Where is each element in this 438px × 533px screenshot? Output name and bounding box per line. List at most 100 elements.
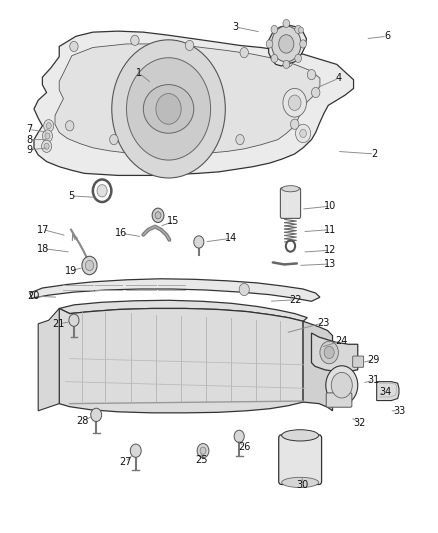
- Text: 11: 11: [324, 224, 336, 235]
- Circle shape: [156, 94, 181, 124]
- Circle shape: [295, 54, 301, 62]
- Text: 16: 16: [115, 228, 127, 238]
- Polygon shape: [268, 25, 307, 66]
- Text: 10: 10: [324, 201, 336, 211]
- Circle shape: [44, 119, 54, 132]
- Text: 13: 13: [324, 259, 336, 269]
- Polygon shape: [59, 300, 307, 321]
- Circle shape: [284, 56, 293, 67]
- Ellipse shape: [282, 478, 319, 488]
- Text: 3: 3: [233, 22, 239, 32]
- Polygon shape: [311, 333, 358, 372]
- Circle shape: [324, 346, 334, 359]
- FancyBboxPatch shape: [280, 188, 300, 219]
- Text: 14: 14: [225, 233, 237, 244]
- Circle shape: [271, 26, 278, 34]
- Text: 2: 2: [371, 149, 378, 159]
- Circle shape: [300, 40, 307, 48]
- Polygon shape: [34, 31, 353, 175]
- Text: 6: 6: [384, 31, 390, 41]
- Text: 22: 22: [289, 295, 302, 305]
- Circle shape: [155, 212, 161, 219]
- Text: 20: 20: [27, 291, 39, 301]
- Polygon shape: [30, 279, 320, 301]
- Circle shape: [130, 444, 141, 457]
- Circle shape: [197, 443, 209, 458]
- Text: 33: 33: [393, 406, 405, 416]
- FancyBboxPatch shape: [353, 356, 364, 367]
- Circle shape: [69, 314, 79, 326]
- Circle shape: [326, 366, 358, 405]
- Circle shape: [266, 40, 273, 48]
- Circle shape: [234, 430, 244, 442]
- Circle shape: [295, 26, 301, 34]
- Circle shape: [127, 58, 211, 160]
- Circle shape: [200, 447, 206, 454]
- Ellipse shape: [282, 430, 319, 441]
- Circle shape: [82, 256, 97, 274]
- Circle shape: [91, 408, 102, 422]
- Ellipse shape: [143, 85, 194, 133]
- Ellipse shape: [282, 185, 299, 192]
- Circle shape: [290, 119, 299, 130]
- Text: 25: 25: [195, 455, 208, 465]
- FancyBboxPatch shape: [326, 393, 352, 407]
- Circle shape: [307, 69, 316, 80]
- Circle shape: [296, 124, 311, 143]
- Text: 29: 29: [367, 354, 380, 365]
- Text: 34: 34: [379, 387, 391, 397]
- Circle shape: [45, 133, 50, 139]
- Text: 21: 21: [52, 319, 64, 329]
- Circle shape: [271, 54, 278, 62]
- Circle shape: [236, 134, 244, 145]
- Circle shape: [131, 35, 139, 45]
- Circle shape: [331, 373, 352, 398]
- Circle shape: [298, 27, 304, 33]
- Polygon shape: [59, 309, 303, 413]
- Text: 4: 4: [336, 73, 342, 83]
- Text: 27: 27: [120, 457, 132, 467]
- Circle shape: [110, 134, 118, 145]
- Text: 26: 26: [238, 442, 251, 451]
- Polygon shape: [377, 382, 399, 401]
- Polygon shape: [38, 309, 59, 411]
- Circle shape: [46, 123, 51, 129]
- Text: 23: 23: [317, 318, 329, 328]
- Text: 5: 5: [68, 191, 74, 201]
- Circle shape: [42, 140, 52, 152]
- Circle shape: [311, 87, 320, 98]
- Text: 7: 7: [26, 124, 32, 134]
- Text: 31: 31: [367, 375, 380, 385]
- Circle shape: [85, 260, 94, 271]
- Circle shape: [283, 60, 290, 68]
- Circle shape: [152, 208, 164, 222]
- Circle shape: [272, 26, 301, 62]
- Circle shape: [240, 47, 248, 58]
- FancyBboxPatch shape: [279, 435, 321, 484]
- Text: 28: 28: [76, 416, 88, 426]
- Text: 17: 17: [37, 224, 49, 235]
- Circle shape: [279, 35, 294, 53]
- Text: 19: 19: [65, 265, 77, 276]
- Circle shape: [288, 95, 301, 110]
- Circle shape: [283, 19, 290, 28]
- Circle shape: [44, 143, 49, 149]
- Circle shape: [112, 40, 225, 178]
- Circle shape: [97, 184, 107, 197]
- Circle shape: [185, 41, 194, 51]
- Text: 32: 32: [353, 417, 366, 427]
- Circle shape: [66, 120, 74, 131]
- Text: 9: 9: [26, 145, 32, 155]
- Polygon shape: [303, 321, 332, 411]
- Circle shape: [283, 88, 307, 117]
- Circle shape: [169, 139, 177, 149]
- Text: 8: 8: [26, 135, 32, 144]
- Text: 15: 15: [167, 216, 180, 227]
- Circle shape: [70, 42, 78, 52]
- Circle shape: [42, 130, 53, 142]
- Polygon shape: [55, 44, 320, 155]
- Text: 30: 30: [296, 480, 308, 490]
- Text: 18: 18: [37, 244, 49, 254]
- Circle shape: [239, 284, 249, 296]
- Circle shape: [320, 341, 339, 364]
